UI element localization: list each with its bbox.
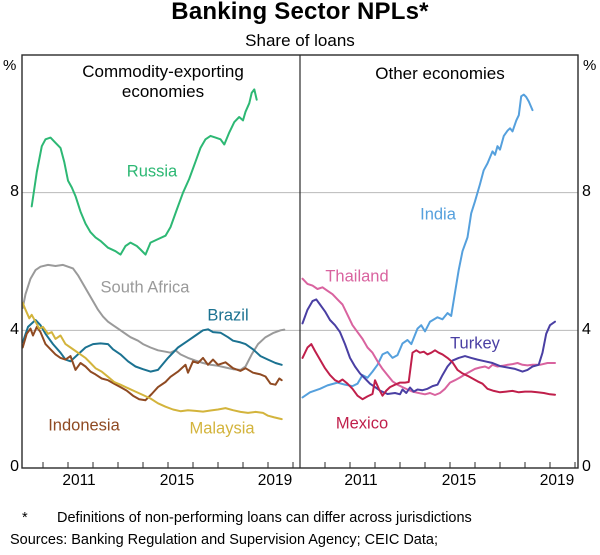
x-tick-label-2019-right: 2019 (539, 472, 575, 489)
series-line-thailand (301, 277, 556, 396)
series-line-brazil (21, 319, 283, 373)
x-tick-label-2011-right: 2011 (344, 472, 378, 489)
chart-subtitle: Share of loans (245, 31, 355, 50)
series-label-russia: Russia (126, 162, 178, 181)
y-tick-label-4-left: 4 (10, 321, 19, 338)
series-line-indonesia (21, 325, 283, 402)
x-tick-label-2015-left: 2015 (159, 472, 195, 489)
series-line-malaysia (21, 301, 283, 421)
chart-title: Banking Sector NPLs* (171, 0, 429, 25)
footnote-marker: * (22, 510, 28, 526)
series-label-thailand: Thailand (325, 267, 389, 286)
series-line-mexico (301, 343, 556, 401)
series-line-turkey (301, 298, 556, 396)
y-tick-label-4-right: 4 (582, 321, 591, 338)
x-tick-label-2015-right: 2015 (441, 472, 477, 489)
sources-line: Sources: Banking Regulation and Supervis… (10, 532, 438, 548)
series-label-south-africa: South Africa (100, 278, 190, 297)
series-label-turkey: Turkey (450, 334, 500, 353)
series-label-india: India (420, 205, 456, 224)
x-tick-label-2011-left: 2011 (62, 472, 96, 489)
y-tick-label-8-right: 8 (582, 183, 591, 200)
series-line-russia (30, 88, 258, 256)
y-axis-unit-left: % (3, 57, 17, 74)
panel-title-commodity-exporting: Commodity-exporting economies (82, 62, 244, 101)
y-tick-label-0-left: 0 (10, 458, 19, 475)
y-tick-label-0-right: 0 (582, 458, 591, 475)
footnote-text: Definitions of non-performing loans can … (57, 510, 472, 526)
y-axis-unit-right: % (583, 57, 597, 74)
y-tick-label-8-left: 8 (10, 183, 19, 200)
series-label-mexico: Mexico (335, 414, 389, 433)
series-label-indonesia: Indonesia (48, 416, 120, 435)
series-label-brazil: Brazil (207, 306, 249, 325)
x-tick-label-2019-left: 2019 (257, 472, 293, 489)
panel-title-other-economies: Other economies (375, 64, 505, 83)
series-line-india (301, 93, 534, 399)
series-label-malaysia: Malaysia (189, 419, 255, 438)
